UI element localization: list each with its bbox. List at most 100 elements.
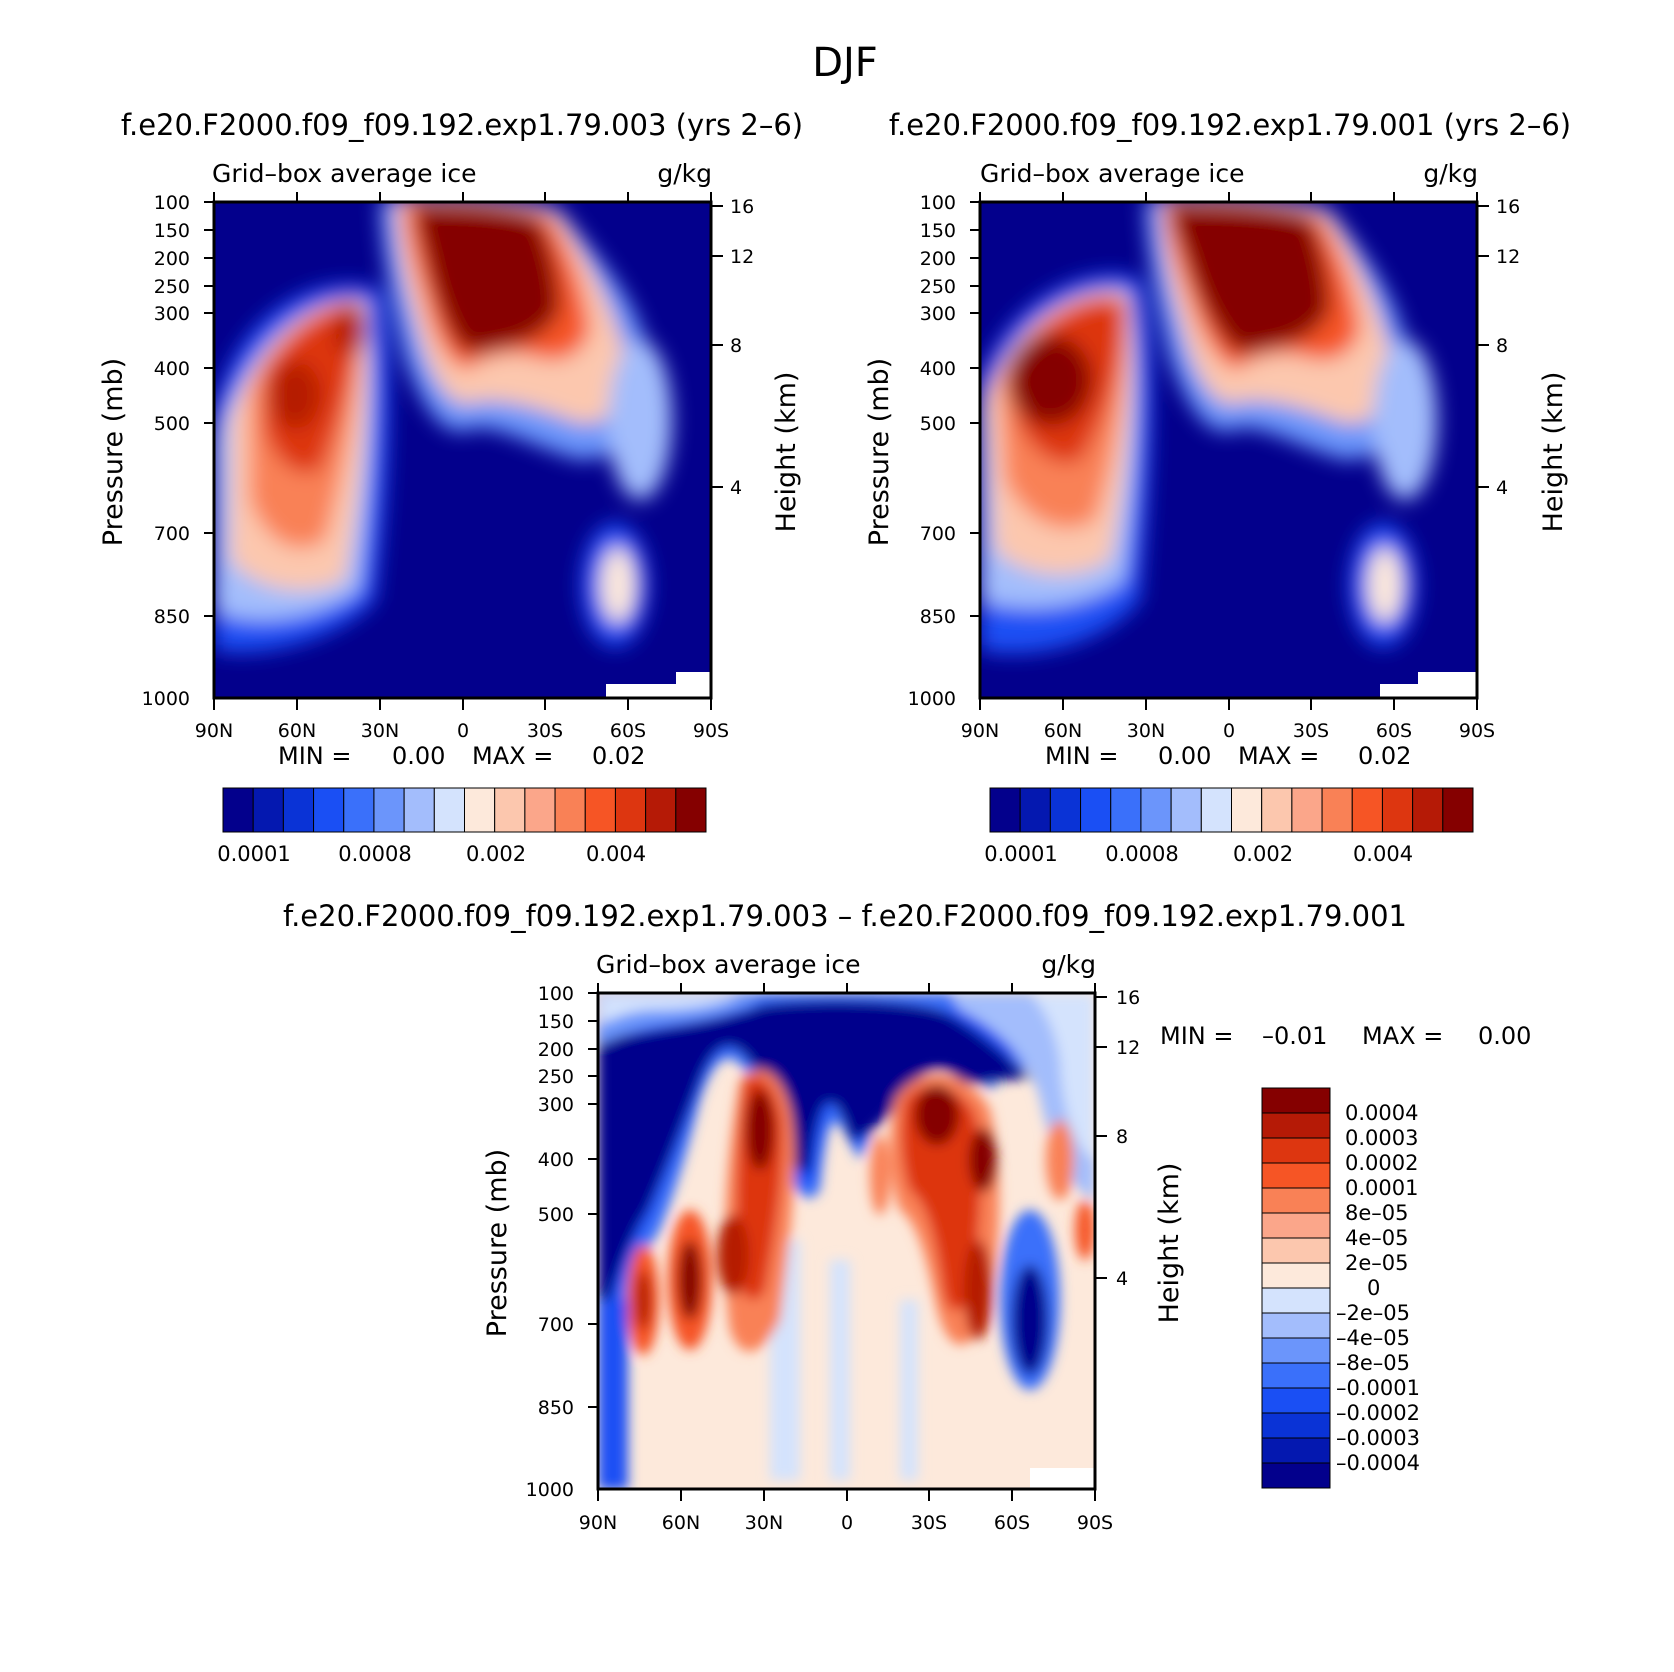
max-value: 0.00	[1478, 1022, 1531, 1050]
colorbar-swatch	[1381, 787, 1414, 833]
colorbar-swatch	[1110, 787, 1142, 833]
colorbar-swatch	[1261, 1412, 1331, 1439]
colorbar-swatch	[1261, 1087, 1331, 1114]
x-tick-label: 90N	[961, 720, 999, 742]
x-tick-label: 60N	[662, 1512, 700, 1534]
colorbar-tick-label: 0.004	[1353, 842, 1413, 866]
max-value: 0.02	[592, 742, 645, 770]
colorbar-tick-label: 0.0001	[1345, 1176, 1418, 1200]
colorbar-swatch	[494, 787, 526, 833]
colorbar-tick-label: –0.0002	[1336, 1401, 1420, 1425]
y-tick-label: 850	[154, 606, 190, 628]
x-tick-label: 60S	[610, 720, 646, 742]
colorbar-tick-label: 0.002	[1233, 842, 1293, 866]
y-tick-label: 250	[154, 276, 190, 298]
colorbar-tick-label: –0.0004	[1336, 1451, 1420, 1475]
colorbar-swatch	[554, 787, 586, 833]
colorbar-tick-label: –8e–05	[1336, 1351, 1410, 1375]
y-tick-label: 1000	[142, 688, 190, 710]
colorbar-swatch	[1261, 1112, 1331, 1139]
colorbar-tick-label: 0.0001	[217, 842, 290, 866]
x-tick-label: 90N	[579, 1512, 617, 1534]
x-tick-label: 30S	[1293, 720, 1329, 742]
y-tick-label: 300	[538, 1094, 574, 1116]
y-right-tick-label: 4	[1496, 477, 1508, 499]
y-tick-label: 150	[920, 220, 956, 242]
panel-top-right: f.e20.F2000.f09_f09.192.exp1.79.001 (yrs…	[864, 108, 1571, 866]
y-tick-label: 200	[154, 248, 190, 270]
min-label: MIN =	[1160, 1022, 1233, 1050]
x-tick-label: 60N	[1044, 720, 1082, 742]
colorbar-swatch	[1261, 1162, 1331, 1189]
x-tick-label: 30N	[1127, 720, 1165, 742]
colorbar-swatch	[1412, 787, 1444, 833]
colorbar-tick-label: 2e–05	[1345, 1251, 1409, 1275]
colorbar-swatch	[343, 787, 375, 833]
x-tick-label: 0	[457, 720, 469, 742]
colorbar-swatch	[1261, 1287, 1331, 1314]
colorbar-swatch	[1261, 1187, 1331, 1214]
colorbar-swatch	[989, 787, 1021, 833]
y-right-tick-label: 8	[730, 335, 742, 357]
colorbar-swatch	[1231, 787, 1263, 833]
colorbar-swatch	[1261, 1462, 1331, 1489]
min-value: 0.00	[392, 742, 445, 770]
y-tick-label: 850	[538, 1397, 574, 1419]
panel-subtitle-left: Grid–box average ice	[212, 159, 476, 188]
colorbar-tick-label: –0.0003	[1336, 1426, 1420, 1450]
contour-field	[214, 202, 711, 698]
colorbar-swatch	[1261, 1337, 1331, 1364]
y-tick-label: 850	[920, 606, 956, 628]
colorbar-swatch	[1261, 1362, 1331, 1389]
panel-subtitle-left: Grid–box average ice	[596, 950, 860, 979]
y-tick-label: 500	[538, 1204, 574, 1226]
x-tick-label: 30N	[361, 720, 399, 742]
panel-subtitle-right: g/kg	[1041, 950, 1096, 979]
panel-title: f.e20.F2000.f09_f09.192.exp1.79.003 (yrs…	[121, 108, 803, 142]
y-tick-label: 100	[920, 192, 956, 214]
y-tick-label: 100	[154, 192, 190, 214]
colorbar-tick-label: 0.0002	[1345, 1151, 1418, 1175]
x-axis: 90N 60N 30N 0 30S 60S 90S	[579, 983, 1113, 1534]
y-tick-label: 500	[154, 413, 190, 435]
colorbar-swatch	[1291, 787, 1323, 833]
figure-title: DJF	[812, 40, 878, 86]
colorbar-swatch	[403, 787, 435, 833]
y-right-tick-label: 4	[730, 477, 742, 499]
y-axis-label: Pressure (mb)	[864, 358, 895, 546]
colorbar-swatch	[1442, 787, 1474, 833]
x-tick-label: 30N	[745, 1512, 783, 1534]
colorbar-swatch	[1049, 787, 1082, 833]
y-tick-label: 1000	[526, 1479, 574, 1501]
y-axis-right: 16 12 8 4	[711, 196, 754, 499]
y-right-tick-label: 8	[1496, 335, 1508, 357]
colorbar-swatch	[1261, 1212, 1331, 1239]
colorbar: 0.0004 0.0003 0.0002 0.0001 8e–05 4e–05 …	[1261, 1087, 1420, 1489]
colorbar-tick-label: 0.0008	[1105, 842, 1178, 866]
contour-field	[980, 202, 1477, 698]
colorbar-swatch	[675, 787, 707, 833]
colorbar-swatch	[373, 787, 405, 833]
y-axis-right-label: Height (km)	[1538, 372, 1569, 533]
colorbar-tick-label: 0.0008	[338, 842, 411, 866]
x-tick-label: 90S	[693, 720, 729, 742]
x-tick-label: 0	[841, 1512, 853, 1534]
colorbar-swatch	[1321, 787, 1353, 833]
colorbar-tick-label: 0.0001	[984, 842, 1057, 866]
y-tick-label: 400	[920, 358, 956, 380]
y-axis-left: 100 150 200 250 300 400 500 700 850 1000	[526, 983, 598, 1501]
y-tick-label: 250	[538, 1066, 574, 1088]
colorbar-tick-label: 0.004	[586, 842, 646, 866]
min-value: –0.01	[1262, 1022, 1327, 1050]
x-tick-label: 60S	[1376, 720, 1412, 742]
y-right-tick-label: 16	[1116, 987, 1140, 1009]
colorbar: 0.0001 0.0008 0.002 0.004	[984, 787, 1474, 866]
y-tick-label: 150	[154, 220, 190, 242]
x-tick-label: 90S	[1459, 720, 1495, 742]
colorbar-tick-label: –4e–05	[1336, 1326, 1410, 1350]
colorbar-swatch	[464, 787, 496, 833]
colorbar-swatch	[645, 787, 677, 833]
y-right-tick-label: 4	[1116, 1268, 1128, 1290]
colorbar-swatch	[1261, 787, 1293, 833]
